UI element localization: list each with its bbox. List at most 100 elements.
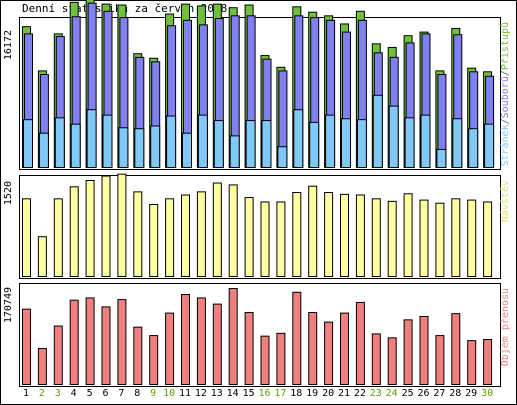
- bar-visits-15: [244, 197, 254, 277]
- day-label-2: 2: [38, 388, 45, 399]
- bar-kbytes-2: [37, 348, 47, 386]
- bar-stránek-13: [213, 120, 224, 169]
- bar-visits-5: [85, 180, 95, 277]
- bar-stránek-7: [118, 127, 129, 168]
- bar-stránek-27: [436, 148, 447, 169]
- bar-kbytes-1: [22, 308, 31, 385]
- bar-stránek-9: [150, 125, 161, 169]
- bar-kbytes-15: [244, 312, 254, 386]
- day-label-24: 24: [385, 388, 398, 399]
- bar-visits-12: [196, 191, 206, 277]
- bar-visits-4: [69, 186, 79, 278]
- bar-kbytes-4: [69, 299, 79, 385]
- bar-stránek-21: [341, 118, 351, 168]
- bar-stránek-22: [356, 119, 367, 169]
- bar-kbytes-25: [403, 319, 413, 385]
- bar-kbytes-8: [133, 326, 143, 386]
- bar-stránek-17: [277, 146, 288, 169]
- bar-stránek-25: [404, 117, 415, 168]
- bar-visits-23: [371, 198, 381, 278]
- bar-visits-28: [451, 198, 461, 278]
- bar-kbytes-12: [196, 297, 206, 386]
- day-label-1: 1: [22, 388, 30, 399]
- day-label-22: 22: [353, 388, 366, 399]
- bar-visits-9: [149, 204, 159, 277]
- bar-kbytes-19: [308, 312, 318, 386]
- day-label-26: 26: [417, 388, 430, 399]
- bar-stránek-28: [452, 118, 463, 168]
- bar-visits-24: [387, 200, 397, 277]
- bar-visits-13: [212, 182, 222, 278]
- bar-kbytes-13: [212, 303, 222, 385]
- bar-kbytes-9: [149, 335, 159, 385]
- day-label-12: 12: [194, 388, 207, 399]
- bar-kbytes-14: [228, 288, 238, 386]
- bar-stránek-24: [388, 105, 399, 168]
- day-label-11: 11: [178, 388, 192, 399]
- bar-kbytes-30: [483, 339, 493, 385]
- day-label-5: 5: [86, 388, 93, 399]
- bar-visits-18: [292, 192, 302, 277]
- bar-kbytes-6: [101, 306, 111, 386]
- day-label-3: 3: [54, 388, 61, 399]
- bar-stránek-6: [102, 114, 113, 168]
- bar-stránek-18: [293, 109, 304, 168]
- bar-kbytes-20: [324, 321, 334, 386]
- day-label-29: 29: [465, 388, 478, 399]
- bar-visits-25: [403, 193, 413, 277]
- bar-kbytes-17: [276, 332, 286, 386]
- bar-visits-29: [467, 199, 477, 277]
- bar-kbytes-7: [117, 299, 127, 385]
- bar-stránek-30: [484, 123, 495, 168]
- bar-stránek-16: [261, 120, 272, 169]
- day-label-28: 28: [449, 388, 462, 399]
- day-label-9: 9: [150, 388, 157, 399]
- bar-stránek-2: [38, 132, 49, 168]
- day-label-15: 15: [242, 388, 255, 399]
- bar-visits-20: [324, 192, 334, 277]
- bar-kbytes-3: [53, 325, 63, 385]
- day-label-13: 13: [210, 388, 223, 399]
- bar-visits-1: [22, 198, 31, 278]
- day-label-10: 10: [163, 388, 176, 399]
- bar-stránek-29: [468, 128, 479, 168]
- bar-visits-7: [117, 173, 127, 277]
- day-label-19: 19: [306, 388, 319, 399]
- bar-visits-30: [483, 201, 493, 277]
- bar-kbytes-21: [340, 312, 349, 386]
- day-label-17: 17: [274, 388, 287, 399]
- bar-kbytes-23: [371, 333, 381, 386]
- day-label-7: 7: [118, 388, 125, 399]
- bar-visits-8: [133, 191, 143, 277]
- bar-stránek-3: [54, 117, 65, 168]
- day-label-14: 14: [226, 388, 239, 399]
- day-label-30: 30: [481, 388, 494, 399]
- bar-stránek-8: [134, 128, 145, 168]
- bar-stránek-20: [325, 114, 336, 168]
- bar-visits-22: [355, 194, 365, 278]
- bar-kbytes-18: [292, 291, 302, 386]
- bar-stránek-5: [86, 109, 97, 168]
- bar-stránek-10: [166, 115, 177, 168]
- bar-kbytes-5: [85, 297, 95, 386]
- bar-visits-19: [308, 185, 318, 277]
- day-label-4: 4: [70, 388, 77, 399]
- day-label-20: 20: [322, 388, 335, 399]
- bar-visits-16: [260, 201, 270, 277]
- day-label-23: 23: [369, 388, 382, 399]
- bar-stránek-1: [23, 119, 33, 169]
- bar-visits-3: [53, 198, 63, 278]
- day-label-18: 18: [290, 388, 303, 399]
- bar-visits-27: [435, 202, 445, 278]
- bar-visits-14: [228, 184, 238, 277]
- bar-stránek-12: [197, 114, 208, 168]
- bar-visits-21: [340, 193, 349, 277]
- bar-visits-10: [165, 198, 175, 278]
- bar-visits-6: [101, 175, 111, 277]
- bar-kbytes-10: [165, 312, 175, 386]
- bar-kbytes-27: [435, 335, 445, 385]
- day-label-27: 27: [433, 388, 446, 399]
- bar-stránek-14: [229, 135, 240, 168]
- bar-kbytes-28: [451, 313, 461, 386]
